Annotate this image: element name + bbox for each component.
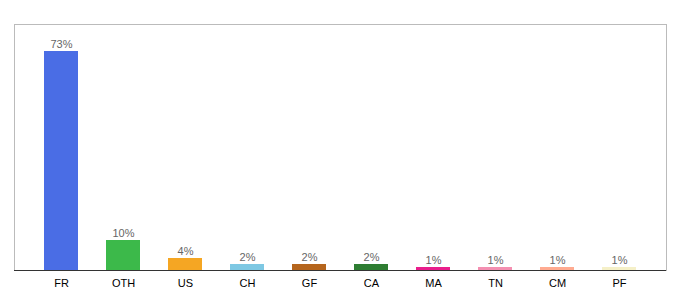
svg-text:FR: FR [54, 277, 69, 289]
svg-text:1%: 1% [426, 254, 442, 266]
svg-text:GF: GF [302, 277, 318, 289]
svg-text:MA: MA [425, 277, 442, 289]
svg-text:CH: CH [240, 277, 256, 289]
svg-text:OTH: OTH [112, 277, 135, 289]
svg-text:2%: 2% [364, 251, 380, 263]
svg-text:10%: 10% [112, 227, 134, 239]
svg-text:US: US [178, 277, 193, 289]
svg-text:2%: 2% [240, 251, 256, 263]
svg-text:1%: 1% [612, 254, 628, 266]
svg-text:1%: 1% [550, 254, 566, 266]
svg-text:1%: 1% [488, 254, 504, 266]
svg-text:73%: 73% [50, 38, 72, 50]
svg-text:PF: PF [612, 277, 626, 289]
svg-text:CM: CM [549, 277, 566, 289]
svg-text:4%: 4% [178, 245, 194, 257]
svg-text:CA: CA [364, 277, 380, 289]
svg-text:2%: 2% [302, 251, 318, 263]
svg-text:TN: TN [488, 277, 503, 289]
